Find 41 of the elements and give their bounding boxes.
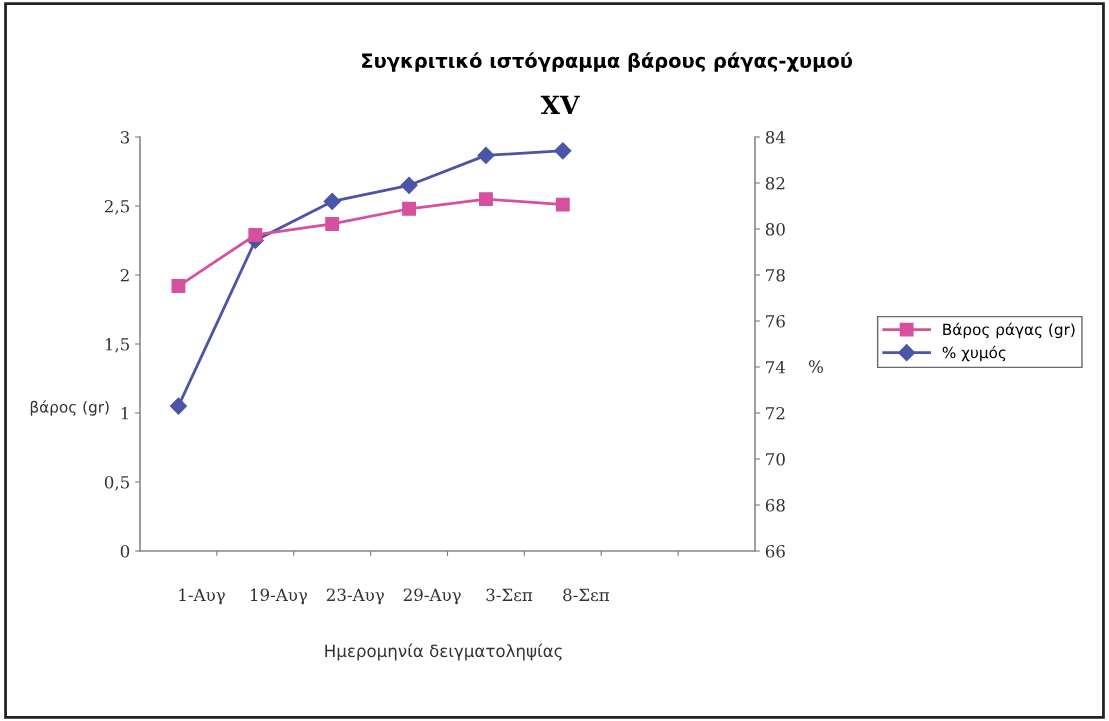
point [171,279,186,293]
y-tick-label: 2 [120,268,129,282]
point [554,142,572,160]
y2-axis-title: % [809,360,823,373]
y2-tick-label: 66 [765,544,785,558]
legend-label: Βάρος ράγας (gr) [943,322,1075,339]
point [478,192,493,207]
y-axis-title: βάρος (gr) [30,400,109,416]
x-tick-label: 3-Σεπ [486,588,533,602]
point [325,216,340,231]
y2-tick-label: 74 [766,360,786,374]
point [555,197,570,212]
y2-tick-label: 82 [765,176,785,190]
y2-tick-label: 72 [766,406,785,420]
legend-label: % χυμός [942,345,1006,362]
point [323,192,341,210]
chart-title: Συγκριτικό ιστόγραμμα βάρους ράγας-χυμού [362,52,853,72]
y2-tick-label: 76 [766,314,785,328]
y2-tick-label: 68 [765,498,785,512]
y2-tick-label: 70 [766,452,785,466]
y-tick-label: 3 [120,130,130,144]
x-tick-label: 1-Αυγ [179,588,225,605]
y-tick-label: 2,5 [104,199,129,215]
y-tick-label: 0 [120,544,130,558]
point [400,176,418,194]
point [402,201,417,216]
x-tick-label: 8-Σεπ [563,588,610,602]
chart-subtitle: XV [540,95,580,114]
x-tick-label: 23-Αυγ [326,588,384,605]
y2-tick-label: 78 [766,268,785,282]
x-axis-title: Ημερομηνία δειγματοληψίας [325,643,562,661]
x-tick-label: 19-Αυγ [250,588,308,605]
point [248,228,263,242]
y-tick-label: 0,5 [104,475,129,491]
x-tick-label: 29-Αυγ [403,588,461,605]
point [477,146,495,164]
y2-tick-label: 80 [765,222,785,236]
y2-tick-label: 84 [765,130,786,144]
y-tick-label: 1 [121,406,128,420]
y-tick-label: 1,5 [105,337,129,353]
point [169,397,187,415]
